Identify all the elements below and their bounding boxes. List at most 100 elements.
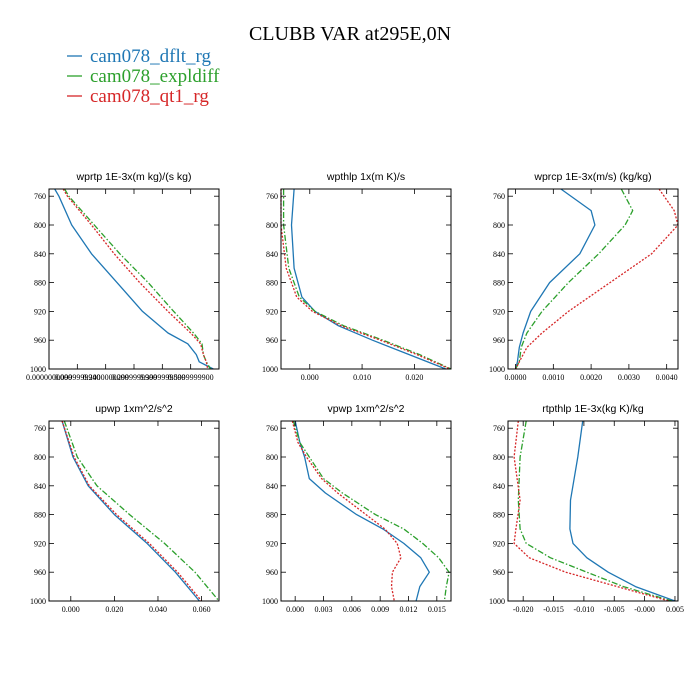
x-tick-label: -0.010 bbox=[574, 605, 595, 614]
x-tick-label: 0.5999999900 bbox=[168, 373, 214, 382]
y-tick-label: 1000 bbox=[30, 597, 46, 606]
x-tick-label: 0.009 bbox=[371, 605, 389, 614]
y-tick-label: 920 bbox=[493, 539, 505, 548]
x-tick-label: 0.0000000000 bbox=[26, 373, 72, 382]
series-line bbox=[514, 188, 596, 370]
y-tick-label: 960 bbox=[34, 336, 46, 345]
y-tick-label: 800 bbox=[34, 453, 46, 462]
plot-frame bbox=[507, 188, 679, 370]
x-tick-label: 0.040 bbox=[149, 605, 167, 614]
legend-label-dflt: cam078_dflt_rg bbox=[90, 46, 212, 67]
y-tick-label: 960 bbox=[493, 336, 505, 345]
plot-frame bbox=[48, 420, 220, 602]
series-line bbox=[64, 188, 212, 370]
x-tick-label: 0.003 bbox=[315, 605, 333, 614]
legend: cam078_dflt_rg cam078_expldiff cam078_qt… bbox=[67, 46, 220, 107]
y-tick-label: 840 bbox=[266, 482, 278, 491]
legend-label-qt1: cam078_qt1_rg bbox=[90, 86, 209, 107]
x-tick-label: 0.3999999800 bbox=[139, 373, 185, 382]
y-tick-label: 760 bbox=[266, 424, 278, 433]
y-tick-label: 920 bbox=[34, 539, 46, 548]
panel-title: vpwp 1xm^2/s^2 bbox=[328, 403, 405, 415]
y-tick-label: 880 bbox=[493, 511, 505, 520]
x-tick-label: 0.000 bbox=[62, 605, 80, 614]
series-line bbox=[291, 420, 402, 602]
y-tick-label: 960 bbox=[493, 568, 505, 577]
x-tick-label: -0.015 bbox=[543, 605, 564, 614]
x-tick-label: 0.0040 bbox=[656, 373, 678, 382]
y-tick-label: 880 bbox=[34, 511, 46, 520]
x-tick-label: 0.010 bbox=[353, 373, 371, 382]
x-tick-label: -0.005 bbox=[604, 605, 625, 614]
y-tick-label: 960 bbox=[266, 568, 278, 577]
y-tick-label: 920 bbox=[266, 539, 278, 548]
series-line bbox=[292, 420, 450, 602]
x-tick-label: 0.015 bbox=[428, 605, 446, 614]
panel-title: rtpthlp 1E-3x(kg K)/kg bbox=[542, 403, 644, 415]
y-tick-label: 760 bbox=[493, 192, 505, 201]
y-tick-label: 960 bbox=[266, 336, 278, 345]
y-tick-label: 1000 bbox=[30, 365, 46, 374]
series-line bbox=[513, 420, 670, 602]
panel-title: wprtp 1E-3x(m kg)/(s kg) bbox=[76, 171, 192, 183]
x-tick-label: 0.2999999900 bbox=[111, 373, 157, 382]
series-line bbox=[62, 188, 209, 370]
plot-frame bbox=[507, 420, 679, 602]
y-tick-label: 760 bbox=[266, 192, 278, 201]
plot-frame bbox=[280, 420, 452, 602]
y-tick-label: 920 bbox=[34, 307, 46, 316]
x-tick-label: 0.005 bbox=[666, 605, 684, 614]
x-tick-label: -0.020 bbox=[513, 605, 534, 614]
y-tick-label: 760 bbox=[493, 424, 505, 433]
series-line bbox=[63, 420, 220, 602]
y-tick-label: 840 bbox=[493, 250, 505, 259]
series-line bbox=[569, 420, 676, 602]
y-tick-label: 1000 bbox=[489, 597, 505, 606]
y-tick-label: 880 bbox=[34, 279, 46, 288]
y-tick-label: 840 bbox=[266, 250, 278, 259]
panel-title: wprcp 1E-3x(m/s) (kg/kg) bbox=[533, 171, 651, 183]
y-tick-label: 1000 bbox=[489, 365, 505, 374]
y-tick-label: 880 bbox=[266, 511, 278, 520]
x-tick-label: 0.020 bbox=[405, 373, 423, 382]
x-tick-label: 0.020 bbox=[105, 605, 123, 614]
x-tick-label: 0.0030 bbox=[618, 373, 640, 382]
x-tick-label: 0.0999999940 bbox=[54, 373, 100, 382]
y-tick-label: 880 bbox=[493, 279, 505, 288]
plot-frame bbox=[280, 188, 452, 370]
plot-frame bbox=[48, 188, 220, 370]
legend-label-expldiff: cam078_expldiff bbox=[90, 66, 220, 87]
y-tick-label: 920 bbox=[266, 307, 278, 316]
panel-wprcp: wprcp 1E-3x(m/s) (kg/kg) 760 800 840 880 920… bbox=[489, 171, 679, 382]
panel-title: upwp 1xm^2/s^2 bbox=[95, 403, 173, 415]
panel-wpthlp: wpthlp 1x(m K)/s 760 800 840 880 920 960 1000 0… bbox=[262, 171, 452, 382]
series-line bbox=[517, 420, 673, 602]
y-tick-label: 840 bbox=[493, 482, 505, 491]
series-line bbox=[282, 189, 452, 370]
x-tick-label: 0.000 bbox=[286, 605, 304, 614]
x-tick-label: 0.0020 bbox=[580, 373, 602, 382]
x-tick-label: 0.006 bbox=[343, 605, 361, 614]
y-tick-label: 840 bbox=[34, 482, 46, 491]
panel-title: wpthlp 1x(m K)/s bbox=[326, 171, 405, 183]
figure-title: CLUBB VAR at295E,0N bbox=[249, 23, 451, 45]
panel-rtpthlp: rtpthlp 1E-3x(kg K)/kg 760 800 840 880 920 96… bbox=[489, 403, 684, 614]
y-tick-label: 920 bbox=[493, 307, 505, 316]
y-tick-label: 840 bbox=[34, 250, 46, 259]
x-tick-label: 0.000 bbox=[301, 373, 319, 382]
y-tick-label: 800 bbox=[493, 453, 505, 462]
panel-vpwp: vpwp 1xm^2/s^2 760 800 840 880 920 960 1000 0.0… bbox=[262, 403, 452, 614]
series-line bbox=[515, 188, 634, 370]
x-tick-label: 0.012 bbox=[400, 605, 418, 614]
y-tick-label: 800 bbox=[493, 221, 505, 230]
y-tick-label: 800 bbox=[266, 453, 278, 462]
series-line bbox=[54, 188, 214, 370]
series-line bbox=[61, 420, 200, 602]
panel-upwp: upwp 1xm^2/s^2 760 800 840 880 920 960 1000 0.0… bbox=[30, 403, 220, 614]
x-tick-label: -0.000 bbox=[634, 605, 655, 614]
x-tick-label: 0.0010 bbox=[542, 373, 564, 382]
y-tick-label: 880 bbox=[266, 279, 278, 288]
series-line bbox=[294, 420, 430, 602]
series-line bbox=[280, 189, 451, 370]
